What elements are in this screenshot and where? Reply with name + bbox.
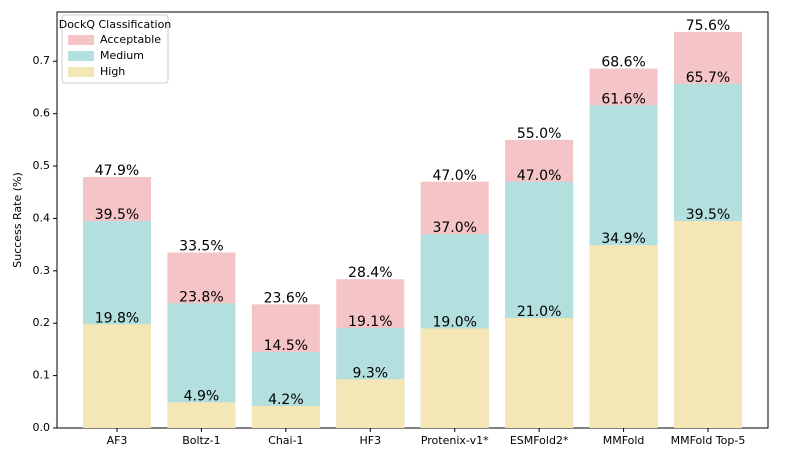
value-label: 65.7% [686, 70, 730, 86]
bar [420, 328, 489, 428]
y-tick-label: 0.6 [33, 107, 51, 120]
bar [251, 405, 320, 428]
value-label: 28.4% [348, 265, 392, 281]
y-tick-label: 0.5 [33, 159, 51, 172]
legend-swatch [68, 35, 94, 45]
y-tick-label: 0.0 [33, 421, 51, 434]
value-label: 39.5% [686, 207, 730, 223]
value-label: 14.5% [264, 338, 308, 354]
value-label: 47.0% [517, 168, 561, 184]
value-label: 47.0% [432, 168, 476, 184]
legend: DockQ Classification Acceptable Medium Hig… [59, 14, 172, 84]
bar [505, 317, 574, 428]
legend-swatch [68, 67, 94, 77]
value-label: 47.9% [95, 163, 139, 179]
bar [83, 324, 151, 428]
plot-frame [56, 11, 769, 429]
x-tick-label: ESMFold2* [510, 434, 569, 447]
value-label: 39.5% [95, 207, 139, 223]
value-label: 33.5% [179, 238, 223, 254]
x-tick-label: MMFold Top-5 [671, 434, 746, 447]
x-tick-label: Boltz-1 [182, 434, 220, 447]
value-label: 68.6% [601, 55, 645, 71]
x-tick-label: HF3 [359, 434, 381, 447]
value-label: 19.0% [432, 314, 476, 330]
x-tick-label: Chai-1 [268, 434, 303, 447]
bar [674, 221, 742, 428]
value-label: 23.6% [264, 290, 308, 306]
legend-label: Acceptable [100, 33, 161, 46]
y-axis-label: Success Rate (%) [11, 172, 24, 268]
value-label: 23.8% [179, 289, 223, 305]
value-label: 55.0% [517, 126, 561, 142]
value-label: 61.6% [601, 91, 645, 107]
x-tick-label: Protenix-v1* [421, 434, 489, 447]
bar [336, 379, 405, 428]
y-tick-label: 0.1 [33, 369, 51, 382]
value-label: 4.9% [184, 388, 220, 404]
legend-box [61, 14, 169, 84]
value-label: 4.2% [268, 392, 304, 408]
y-tick-label: 0.4 [33, 211, 51, 224]
value-label: 19.8% [95, 310, 139, 326]
legend-label: Medium [100, 49, 144, 62]
value-label: 21.0% [517, 304, 561, 320]
x-tick-label: MMFold [603, 434, 645, 447]
value-label: 9.3% [352, 365, 388, 381]
value-label: 75.6% [686, 18, 730, 34]
value-label: 34.9% [601, 231, 645, 247]
x-tick-label: AF3 [107, 434, 128, 447]
legend-swatch [68, 51, 94, 61]
y-tick-label: 0.3 [33, 264, 51, 277]
y-tick-label: 0.7 [33, 54, 51, 67]
value-label: 19.1% [348, 314, 392, 330]
bar [589, 245, 658, 428]
legend-label: High [100, 65, 125, 78]
y-tick-label: 0.2 [33, 316, 51, 329]
bar [167, 402, 236, 428]
value-label: 37.0% [432, 220, 476, 236]
legend-title: DockQ Classification [59, 18, 172, 31]
